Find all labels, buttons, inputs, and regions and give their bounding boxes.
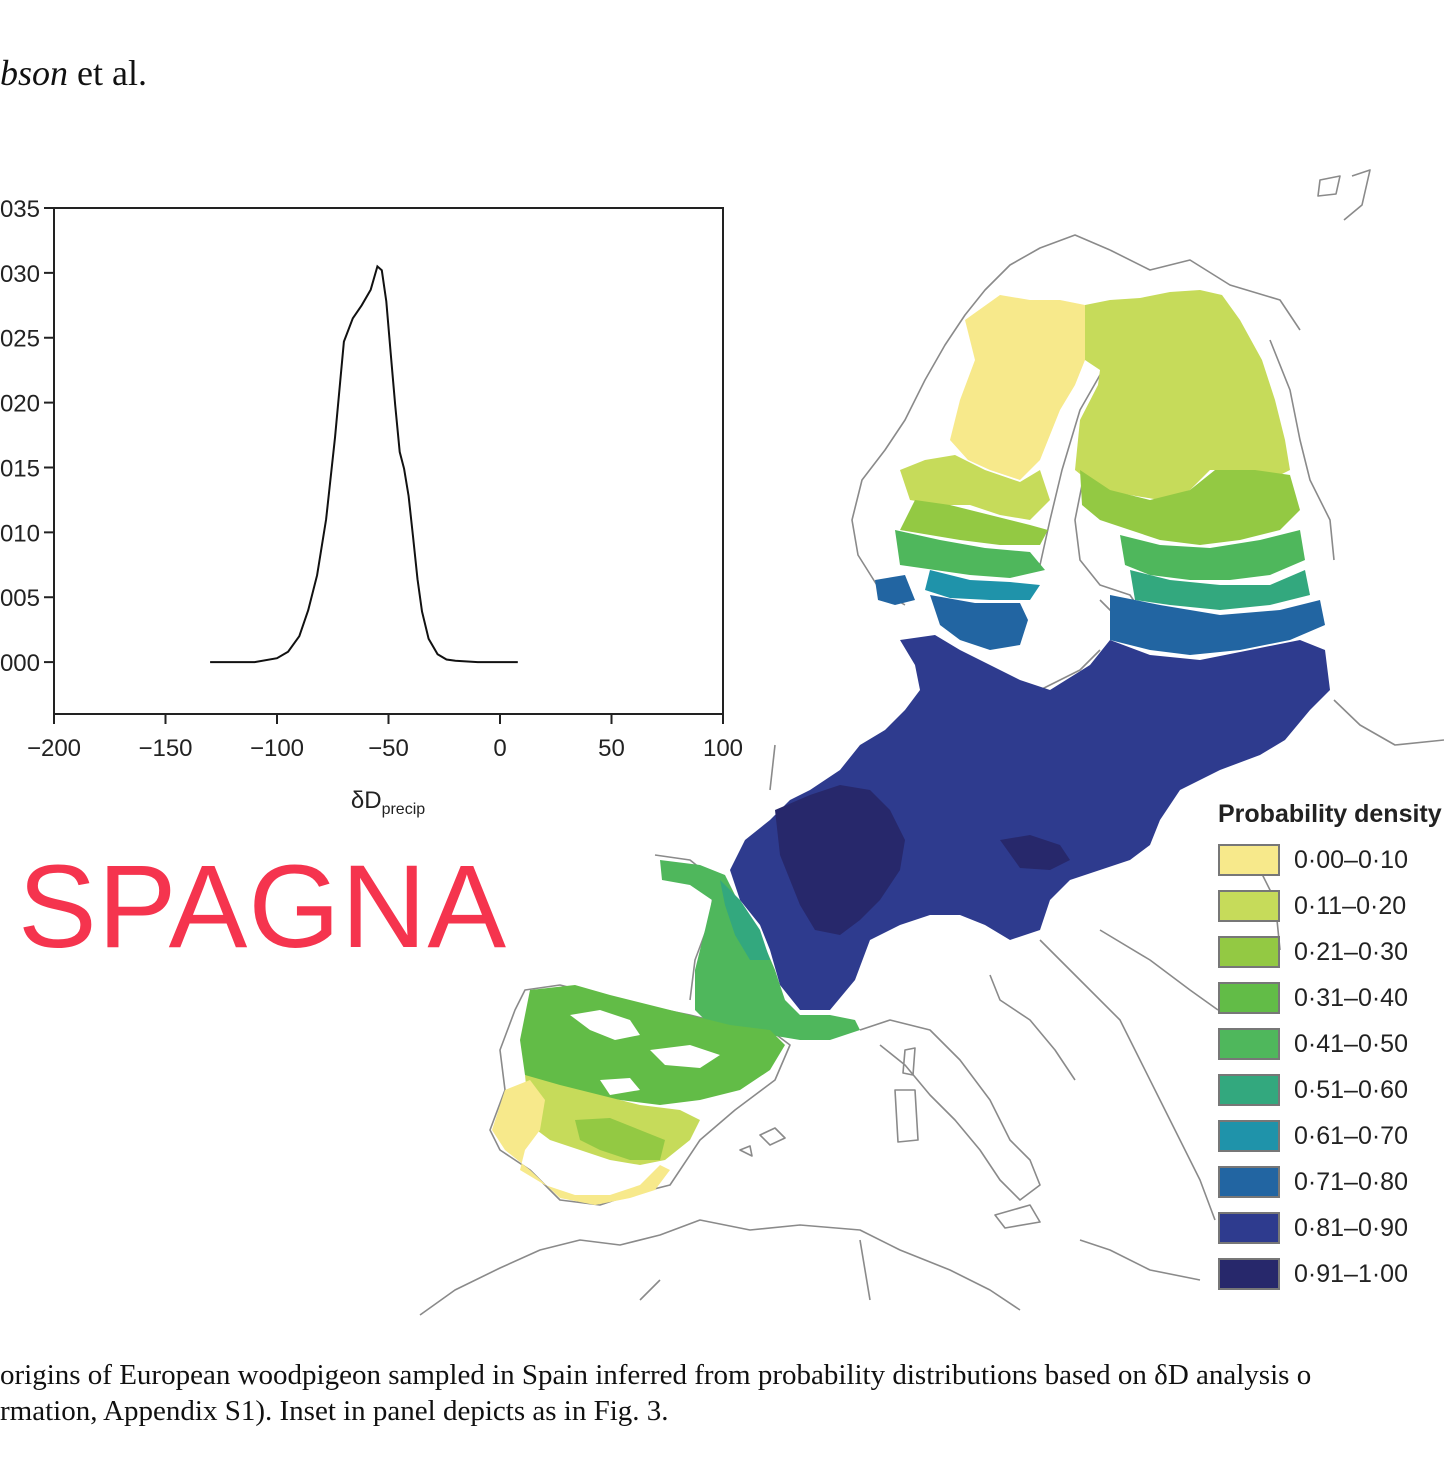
legend-label: 0·31–0·40 [1294, 983, 1408, 1012]
legend-label: 0·61–0·70 [1294, 1121, 1408, 1150]
legend-item: 0·11–0·20 [1218, 883, 1444, 929]
y-tick-label: 000 [0, 650, 40, 677]
legend-swatch [1218, 1120, 1280, 1152]
y-tick-label: 035 [0, 196, 40, 223]
legend: Probability density 0·00–0·10 0·11–0·20 0·… [1218, 800, 1444, 1297]
x-label-sub: precip [382, 801, 426, 818]
x-tick-label: 100 [703, 735, 743, 762]
header-etal: et al. [68, 53, 147, 93]
legend-swatch [1218, 982, 1280, 1014]
legend-label: 0·71–0·80 [1294, 1167, 1408, 1196]
legend-label: 0·21–0·30 [1294, 937, 1408, 966]
inset-plot-frame [53, 207, 724, 715]
legend-swatch [1218, 890, 1280, 922]
y-tick-label: 030 [0, 261, 40, 288]
y-tick-label: 015 [0, 455, 40, 482]
legend-item: 0·81–0·90 [1218, 1205, 1444, 1251]
legend-item: 0·31–0·40 [1218, 975, 1444, 1021]
legend-label: 0·11–0·20 [1294, 891, 1407, 920]
legend-label: 0·41–0·50 [1294, 1029, 1408, 1058]
spain-overlay-label: SPAGNA [18, 841, 508, 973]
legend-swatch [1218, 936, 1280, 968]
legend-swatch [1218, 1212, 1280, 1244]
y-tick-label: 020 [0, 391, 40, 418]
x-tick-label: 0 [493, 735, 506, 762]
x-tick-label: −100 [250, 735, 304, 762]
legend-item: 0·91–1·00 [1218, 1251, 1444, 1297]
inset-x-ticks: −200 −150 −100 −50 0 50 100 [27, 714, 743, 762]
density-curve [210, 264, 518, 664]
legend-items: 0·00–0·10 0·11–0·20 0·21–0·30 0·31–0·40 0·41… [1218, 837, 1444, 1297]
y-tick-label: 005 [0, 585, 40, 612]
x-tick-label: −200 [27, 735, 81, 762]
legend-item: 0·51–0·60 [1218, 1067, 1444, 1113]
x-label-main: δD [351, 787, 382, 814]
legend-swatch [1218, 1258, 1280, 1290]
legend-item: 0·41–0·50 [1218, 1021, 1444, 1067]
x-tick-label: 50 [598, 735, 625, 762]
legend-label: 0·00–0·10 [1294, 845, 1408, 874]
legend-label: 0·91–1·00 [1294, 1259, 1408, 1288]
legend-swatch [1218, 1028, 1280, 1060]
legend-swatch [1218, 1074, 1280, 1106]
y-tick-label: 010 [0, 520, 40, 547]
legend-title: Probability density [1218, 800, 1442, 828]
x-tick-label: −50 [368, 735, 409, 762]
inset-x-axis-label: δDprecip [351, 787, 425, 818]
legend-label: 0·51–0·60 [1294, 1075, 1408, 1104]
legend-item: 0·00–0·10 [1218, 837, 1444, 883]
legend-item: 0·71–0·80 [1218, 1159, 1444, 1205]
caption-line-2: rmation, Appendix S1). Inset in panel de… [0, 1395, 669, 1427]
header-author: bson [0, 53, 69, 93]
caption-line-1: origins of European woodpigeon sampled i… [0, 1359, 1312, 1391]
x-tick-label: −150 [138, 735, 192, 762]
legend-item: 0·61–0·70 [1218, 1113, 1444, 1159]
y-tick-label: 025 [0, 326, 40, 353]
running-header: bson et al. [0, 52, 147, 94]
legend-swatch [1218, 1166, 1280, 1198]
inset-y-ticks: 035 030 025 020 015 010 005 000 [0, 196, 54, 677]
legend-label: 0·81–0·90 [1294, 1213, 1408, 1242]
legend-swatch [1218, 844, 1280, 876]
legend-item: 0·21–0·30 [1218, 929, 1444, 975]
figure-caption: origins of European woodpigeon sampled i… [0, 1357, 1444, 1429]
